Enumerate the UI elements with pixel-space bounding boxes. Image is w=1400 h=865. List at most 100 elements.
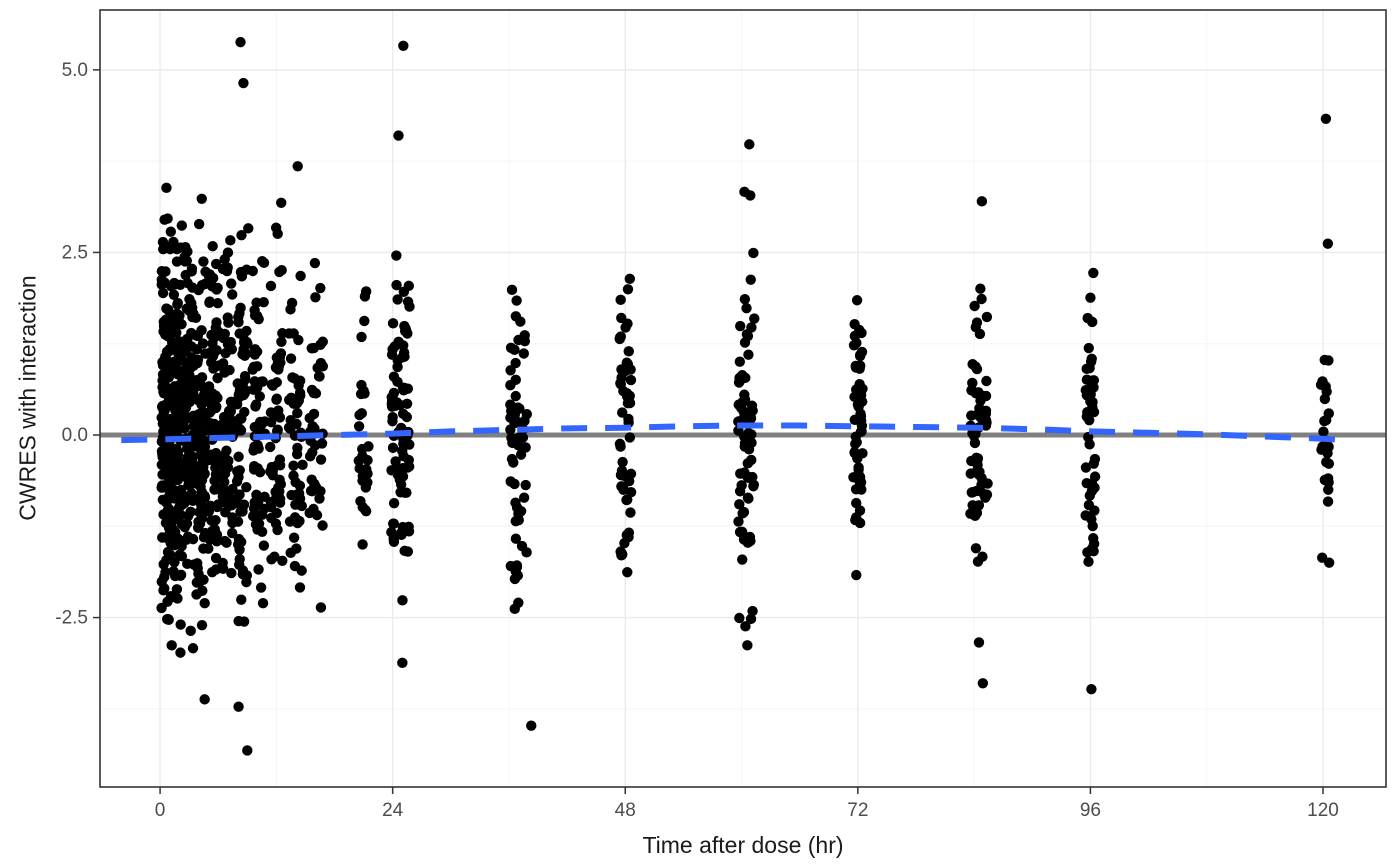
data-point [856,426,867,437]
data-point [746,322,757,333]
data-point [359,315,370,327]
data-point [233,311,244,323]
data-point [181,518,193,529]
data-point [187,643,199,654]
data-point [186,266,197,277]
data-point [304,412,315,424]
data-point [292,442,303,454]
data-point [226,278,237,289]
data-point [849,318,860,330]
data-point [294,387,306,399]
data-point [250,519,262,530]
data-point [1081,389,1093,401]
data-point [734,499,745,510]
data-point [1086,683,1097,695]
data-point [1081,363,1092,375]
data-point [1083,342,1094,354]
data-point [256,509,268,521]
data-point [204,269,216,280]
data-point [1080,462,1092,473]
data-point [254,391,265,402]
data-point [737,508,748,519]
data-point [274,497,286,508]
data-point [1322,473,1334,484]
data-point [161,182,172,194]
data-point [288,532,300,543]
data-point [977,551,988,562]
data-point [508,457,519,468]
data-point [238,77,249,89]
data-point [183,478,195,489]
data-point [193,568,204,579]
data-point [219,476,230,488]
data-point [187,533,199,545]
data-point [519,330,530,341]
x-tick-label: 72 [847,800,868,821]
x-tick-label: 48 [615,800,636,821]
data-point [315,282,326,294]
data-point [353,421,365,432]
data-point [1321,456,1332,468]
data-point [195,481,206,492]
data-point [234,423,245,435]
data-point [974,404,986,416]
data-point [193,218,205,230]
data-point [247,265,258,277]
data-point [225,235,236,246]
data-point [356,408,367,419]
data-point [172,299,183,310]
data-point [179,491,190,502]
data-point [966,385,977,396]
data-point [251,297,262,308]
data-point [387,412,398,423]
data-point [207,451,218,462]
data-point [623,470,635,481]
data-point [982,478,993,489]
data-point [740,621,751,632]
data-point [190,312,202,323]
data-point [513,508,524,520]
data-point [255,582,267,593]
data-point [217,557,228,569]
data-point [291,398,303,409]
data-point [512,570,524,581]
data-point [255,376,266,387]
data-point [970,543,982,554]
data-point [1323,557,1335,568]
data-point [172,593,183,604]
data-point [747,471,758,483]
data-point [272,459,283,471]
data-point [234,413,246,424]
data-point [1089,505,1100,516]
data-point [393,130,404,141]
data-point [401,398,413,410]
data-point [742,492,754,503]
data-point [233,451,244,462]
data-point [973,500,985,511]
data-point [520,442,531,453]
data-point [157,236,169,248]
data-point [270,486,281,498]
data-point [620,322,631,333]
data-point [171,462,183,474]
data-point [227,483,238,495]
data-point [288,460,299,471]
data-point [362,477,373,488]
data-point [735,468,746,479]
data-point [854,471,866,483]
data-point [1087,520,1098,532]
data-point [317,520,328,531]
data-point [734,356,746,367]
data-point [196,325,207,336]
data-point [970,321,982,333]
data-point [251,489,262,501]
data-point [271,393,283,404]
data-point [199,694,210,705]
data-point [219,535,230,547]
data-point [162,331,174,342]
data-point [851,497,862,509]
data-point [274,474,285,485]
data-point [204,503,215,514]
data-point [1323,484,1334,495]
data-point [623,346,634,357]
